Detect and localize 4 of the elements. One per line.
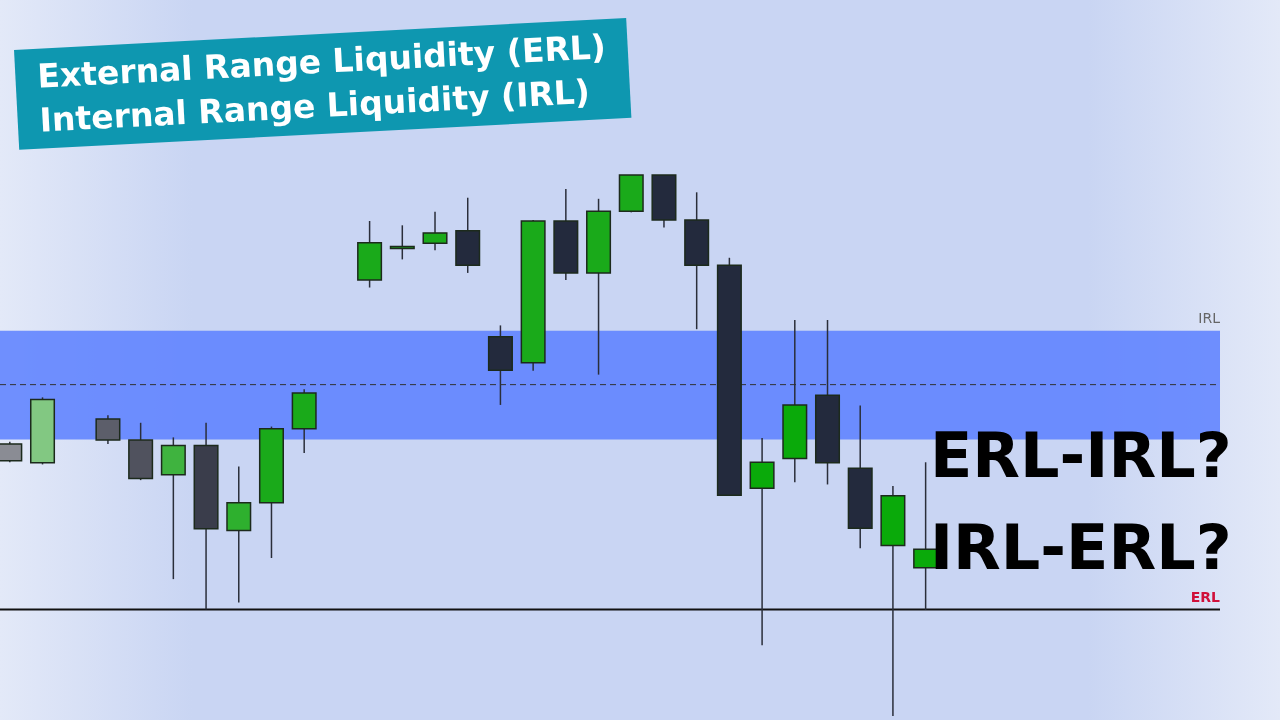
annotation: IRL-ERL?: [930, 511, 1232, 584]
ref-line-label: ERL: [1190, 589, 1221, 606]
band-label: IRL: [1198, 310, 1221, 327]
annotation: ERL-IRL?: [930, 418, 1232, 494]
